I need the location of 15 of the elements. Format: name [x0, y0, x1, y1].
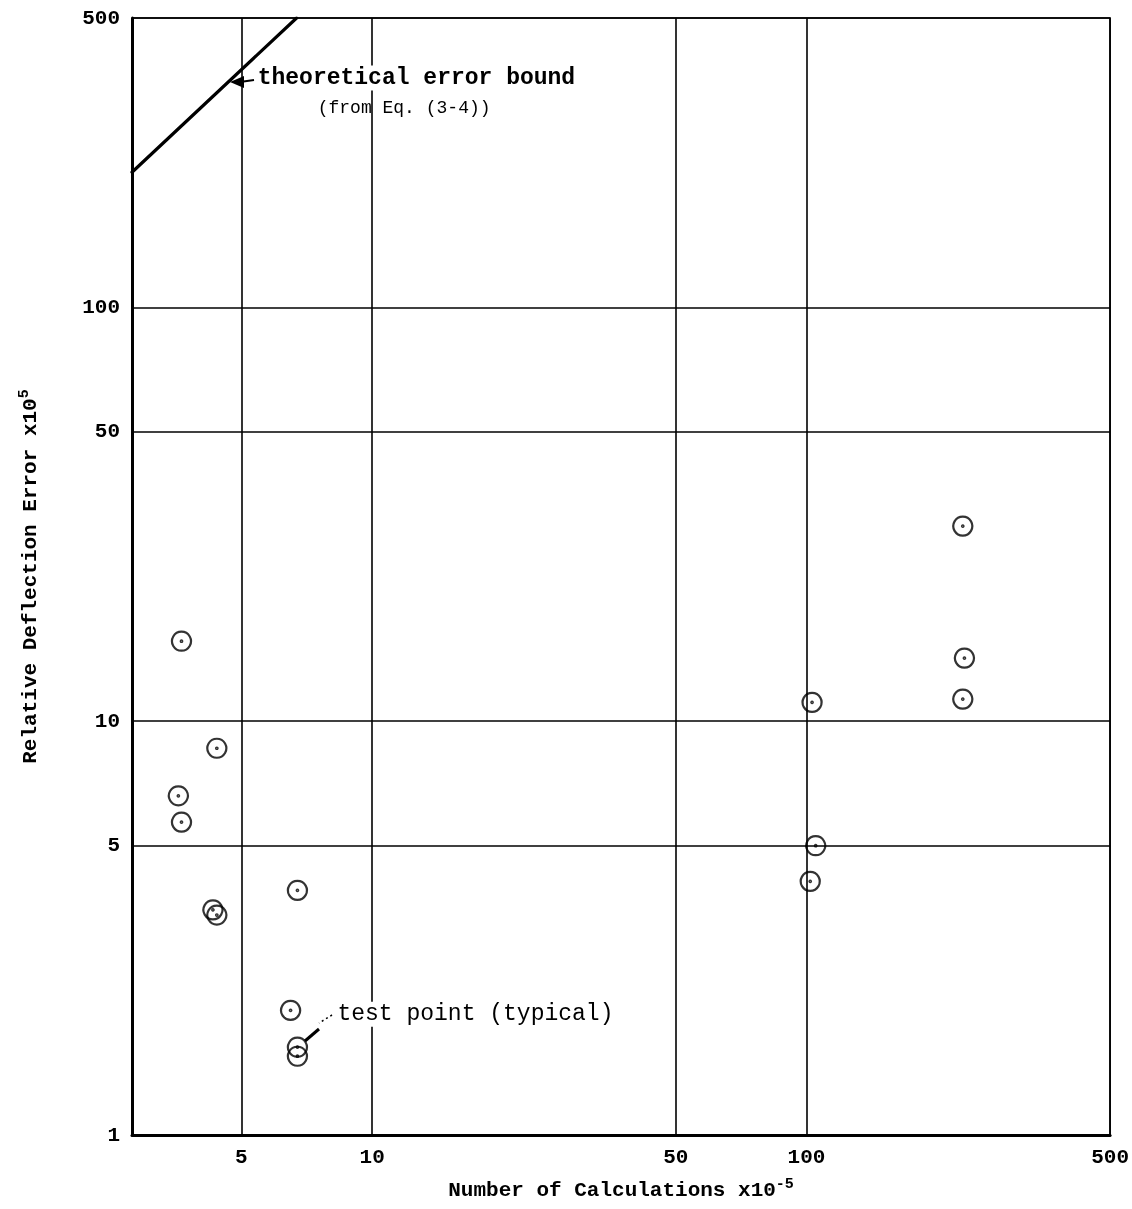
y-tick-label: 5 [107, 834, 120, 858]
annotation: (from Eq. (3-4)) [317, 98, 491, 119]
y-tick-label: 10 [94, 709, 120, 733]
y-tick-label: 1 [107, 1123, 120, 1147]
x-tick-label: 50 [663, 1146, 689, 1169]
x-tick-label: 100 [787, 1146, 826, 1169]
x-tick-label: 10 [359, 1146, 385, 1169]
annotation: theoretical error bound [257, 65, 576, 92]
annotation: test point (typical) [337, 1001, 614, 1028]
y-tick-label: 50 [94, 420, 120, 444]
y-tick-label: 100 [82, 295, 120, 319]
x-tick-label: 500 [1091, 1146, 1129, 1169]
x-tick-label: 5 [235, 1146, 248, 1169]
y-tick-label: 500 [82, 6, 120, 30]
y-axis-title: Relative Deflection Error x105 [16, 389, 42, 764]
